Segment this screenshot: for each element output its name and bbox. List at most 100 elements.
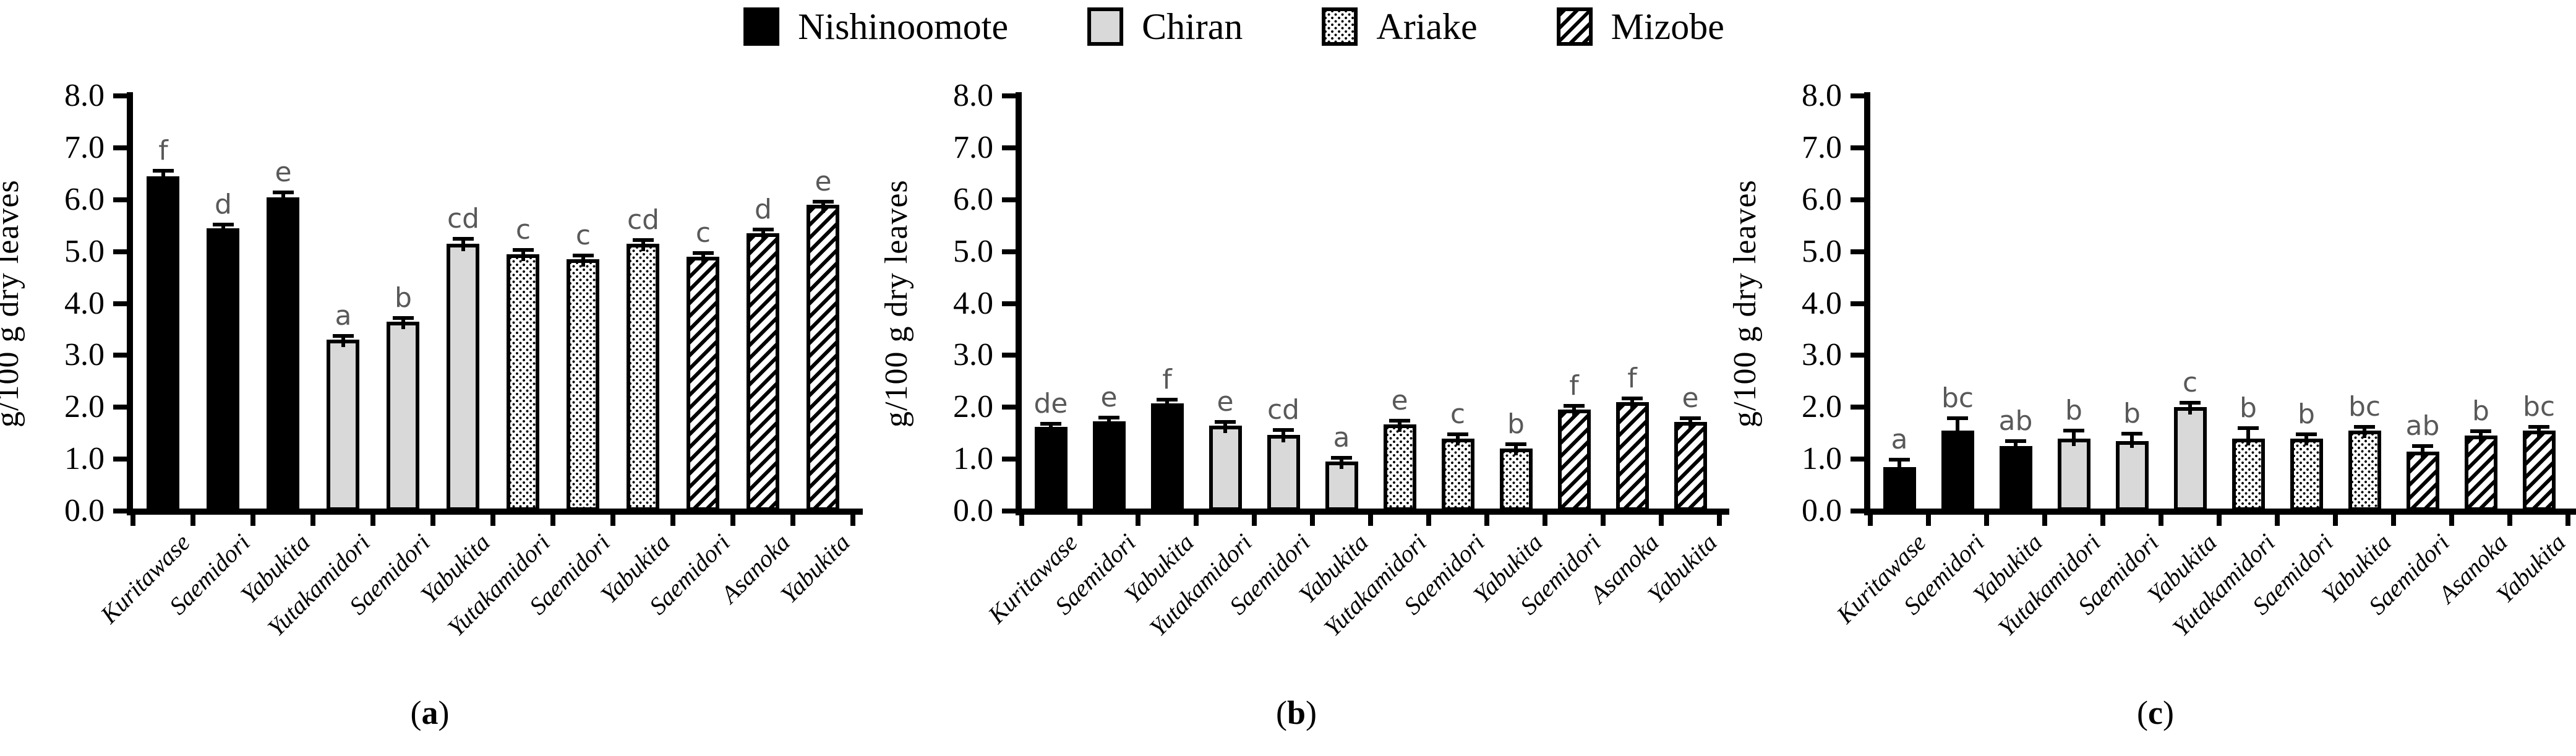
significance-letter: c	[1450, 398, 1466, 430]
x-tick-label: Saemidori	[1898, 528, 1990, 621]
error-bar-cap	[1273, 428, 1294, 432]
x-tick-label: Asanoka	[715, 528, 795, 609]
bar-ariake-yabukita	[1500, 449, 1533, 511]
legend-label: Chiran	[1142, 6, 1243, 47]
x-tick-label: Kuritawase	[982, 528, 1083, 629]
y-tick	[1851, 197, 1870, 202]
y-axis-line	[127, 92, 133, 515]
x-tick	[550, 515, 555, 526]
y-tick-label: 5.0	[64, 234, 105, 269]
significance-letter: b	[2123, 398, 2141, 429]
error-bar-stem	[1514, 446, 1518, 455]
error-bar-stem	[1630, 400, 1634, 410]
x-tick	[190, 515, 195, 526]
x-tick-label: Yutakamidori	[2167, 528, 2280, 642]
y-tick	[1851, 301, 1870, 306]
error-bar-cap	[1389, 419, 1410, 423]
x-tick-label: Saemidori	[1049, 528, 1141, 621]
error-bar-stem	[641, 242, 645, 251]
error-bar-stem	[161, 173, 165, 184]
y-tick-label: 4.0	[1802, 286, 1842, 321]
significance-letter: a	[335, 300, 352, 332]
x-tick	[1984, 515, 1989, 526]
significance-letter: c	[2182, 367, 2198, 398]
significance-letter: bc	[2522, 391, 2556, 423]
significance-letter: b	[1507, 408, 1525, 440]
significance-letter: f	[1569, 370, 1579, 402]
bar-nishinoomote-saemidori	[1941, 431, 1974, 511]
x-tick-label: Yabukita	[235, 528, 315, 609]
y-tick	[1851, 145, 1870, 150]
x-tick-label: Saemidori	[643, 528, 735, 621]
x-tick	[2507, 515, 2512, 526]
x-tick-label: Yabukita	[1967, 528, 2048, 609]
caption-paren-open: (	[1275, 694, 1287, 731]
significance-letter: e	[275, 157, 292, 188]
y-tick	[1851, 353, 1870, 358]
y-tick-label: 0.0	[64, 493, 105, 528]
y-tick	[1002, 353, 1022, 358]
caption-letter: a	[421, 694, 439, 731]
error-bar-cap	[1622, 397, 1643, 400]
error-bar-cap	[813, 200, 834, 204]
x-axis-line	[127, 509, 863, 515]
x-tick	[430, 515, 435, 526]
y-axis-title: g/100 g dry leaves	[879, 179, 914, 427]
bar-nishinoomote-saemidori	[1093, 421, 1126, 511]
error-bar-stem	[2363, 429, 2366, 438]
significance-letter: e	[1391, 385, 1408, 416]
error-bar-stem	[2421, 448, 2424, 459]
bar-chiran-saemidori	[2116, 441, 2149, 511]
error-bar-cap	[2121, 432, 2142, 436]
x-tick	[850, 515, 855, 526]
x-tick	[1484, 515, 1489, 526]
significance-letter: bc	[1941, 382, 1974, 414]
bar-nishinoomote-yabukita	[267, 197, 299, 511]
error-bar-cap	[1447, 432, 1468, 436]
legend-item-nishinoomote: Nishinoomote	[743, 6, 1008, 47]
error-bar-cap	[1157, 398, 1178, 402]
significance-letter: cd	[447, 203, 480, 234]
error-bar-stem	[521, 252, 525, 261]
y-tick-label: 3.0	[64, 337, 105, 372]
error-bar-cap	[2063, 429, 2084, 432]
significance-letter: c	[695, 217, 711, 249]
y-tick-label: 7.0	[64, 130, 105, 165]
error-bar-cap	[2296, 432, 2317, 436]
x-tick	[2391, 515, 2396, 526]
error-bar-stem	[401, 320, 405, 329]
significance-letter: b	[2065, 395, 2082, 426]
significance-letter: e	[1682, 382, 1699, 414]
x-tick-label: Saemidori	[2072, 528, 2164, 621]
x-tick	[1136, 515, 1140, 526]
x-tick-label: Saemidori	[1398, 528, 1490, 621]
x-tick-label: Yabukita	[775, 528, 855, 609]
x-tick-label: Yutakamidori	[442, 528, 555, 642]
x-tick-label: Yabukita	[595, 528, 675, 609]
x-tick	[670, 515, 675, 526]
error-bar-stem	[2072, 432, 2076, 446]
error-bar-stem	[701, 255, 705, 264]
x-tick	[250, 515, 255, 526]
caption-paren-close: )	[2162, 694, 2174, 731]
error-bar-stem	[341, 338, 345, 347]
x-tick-label: Yabukita	[2316, 528, 2397, 609]
legend-swatch-light-gray-icon	[1087, 7, 1124, 46]
error-bar-cap	[693, 251, 714, 255]
y-tick	[113, 301, 133, 306]
bar-ariake-yabukita	[2348, 431, 2381, 511]
x-tick-label: Yabukita	[1468, 528, 1548, 609]
bar-mizobe-saemidori	[1558, 410, 1591, 511]
x-tick	[1077, 515, 1082, 526]
y-tick-label: 2.0	[1802, 389, 1842, 424]
y-tick	[1002, 405, 1022, 410]
x-tick-label: Asanoka	[2433, 528, 2513, 609]
error-bar-cap	[2180, 401, 2201, 405]
x-axis-line	[1864, 509, 2576, 515]
bar-chiran-yutakamidori	[2058, 439, 2090, 511]
x-tick-label: Saemidori	[343, 528, 435, 621]
x-tick-label: Yabukita	[1119, 528, 1199, 609]
